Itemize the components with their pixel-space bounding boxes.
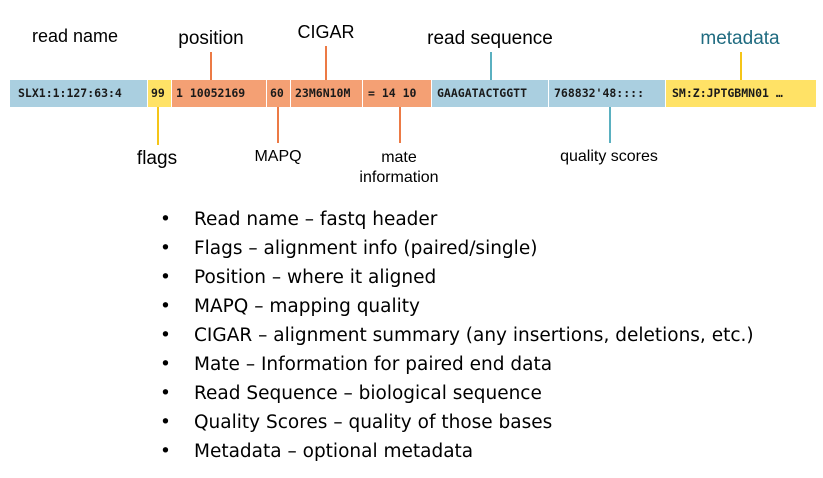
bullet-glyph: • bbox=[160, 354, 171, 375]
read-sequence-connector bbox=[490, 52, 492, 80]
metadata-field: SM:Z:JPTGBMN01 … bbox=[666, 80, 816, 107]
mapq-label: MAPQ bbox=[254, 148, 302, 165]
bullet-desc: – Information for paired end data bbox=[239, 354, 553, 375]
bullet-term: Mate bbox=[194, 354, 240, 375]
list-item: • Flags – alignment info (paired/single) bbox=[160, 234, 754, 263]
mate-information-label: mate information bbox=[359, 148, 438, 188]
bullet-desc: – optional metadata bbox=[281, 441, 474, 462]
read-sequence-label: read sequence bbox=[427, 28, 553, 49]
bullet-desc: – alignment summary (any insertions, del… bbox=[252, 325, 754, 346]
bullet-term: Flags bbox=[194, 238, 243, 259]
bullet-glyph: • bbox=[160, 238, 171, 259]
cigar-connector bbox=[325, 46, 327, 80]
bullet-desc: – fastq header bbox=[298, 209, 438, 230]
mapq-connector bbox=[277, 107, 279, 143]
mate-connector bbox=[399, 107, 401, 143]
bullet-glyph: • bbox=[160, 209, 171, 230]
field-descriptions-list: • Read name – fastq header • Flags – align… bbox=[160, 205, 754, 466]
bullet-desc: – alignment info (paired/single) bbox=[242, 238, 538, 259]
mapq-field: 60 bbox=[267, 80, 290, 107]
bullet-glyph: • bbox=[160, 296, 171, 317]
read-name-field: SLX1:1:127:63:4 bbox=[10, 80, 147, 107]
mate-label-line2: information bbox=[359, 169, 439, 186]
bullet-term: Position bbox=[194, 267, 267, 288]
bullet-term: Read name bbox=[194, 209, 299, 230]
bullet-term: Quality Scores bbox=[194, 412, 328, 433]
cigar-label: CIGAR bbox=[297, 22, 355, 42]
bullet-glyph: • bbox=[160, 267, 171, 288]
bullet-desc: – mapping quality bbox=[248, 296, 420, 317]
quality-scores-label: quality scores bbox=[560, 148, 658, 165]
mate-label-line1: mate bbox=[381, 149, 417, 166]
metadata-connector bbox=[740, 52, 742, 80]
bullet-term: Read Sequence bbox=[194, 383, 338, 404]
position-field: 1 10052169 bbox=[172, 80, 266, 107]
bullet-term: CIGAR bbox=[194, 325, 253, 346]
flags-label: flags bbox=[136, 148, 178, 169]
list-item: • Metadata – optional metadata bbox=[160, 437, 754, 466]
position-connector bbox=[210, 52, 212, 80]
bullet-term: Metadata bbox=[194, 441, 282, 462]
flags-connector bbox=[157, 107, 159, 145]
read-sequence-field: GAAGATACTGGTT bbox=[432, 80, 548, 107]
quality-scores-field: 768832'48:::: bbox=[549, 80, 665, 107]
bullet-glyph: • bbox=[160, 383, 171, 404]
cigar-field: 23M6N10M bbox=[291, 80, 362, 107]
list-item: • Quality Scores – quality of those bases bbox=[160, 408, 754, 437]
bullet-desc: – where it aligned bbox=[266, 267, 437, 288]
read-name-label: read name bbox=[31, 26, 119, 46]
position-label: position bbox=[178, 28, 244, 49]
list-item: • Position – where it aligned bbox=[160, 263, 754, 292]
bullet-glyph: • bbox=[160, 325, 171, 346]
list-item: • Read name – fastq header bbox=[160, 205, 754, 234]
list-item: • CIGAR – alignment summary (any insertio… bbox=[160, 321, 754, 350]
flags-field: 99 bbox=[148, 80, 171, 107]
bullet-desc: – biological sequence bbox=[337, 383, 542, 404]
metadata-label: metadata bbox=[700, 28, 780, 49]
quality-connector bbox=[609, 107, 611, 143]
bullet-glyph: • bbox=[160, 412, 171, 433]
bullet-glyph: • bbox=[160, 441, 171, 462]
bullet-desc: – quality of those bases bbox=[327, 412, 553, 433]
list-item: • Read Sequence – biological sequence bbox=[160, 379, 754, 408]
list-item: • MAPQ – mapping quality bbox=[160, 292, 754, 321]
bullet-term: MAPQ bbox=[194, 296, 249, 317]
list-item: • Mate – Information for paired end data bbox=[160, 350, 754, 379]
mate-field: = 14 10 bbox=[363, 80, 431, 107]
